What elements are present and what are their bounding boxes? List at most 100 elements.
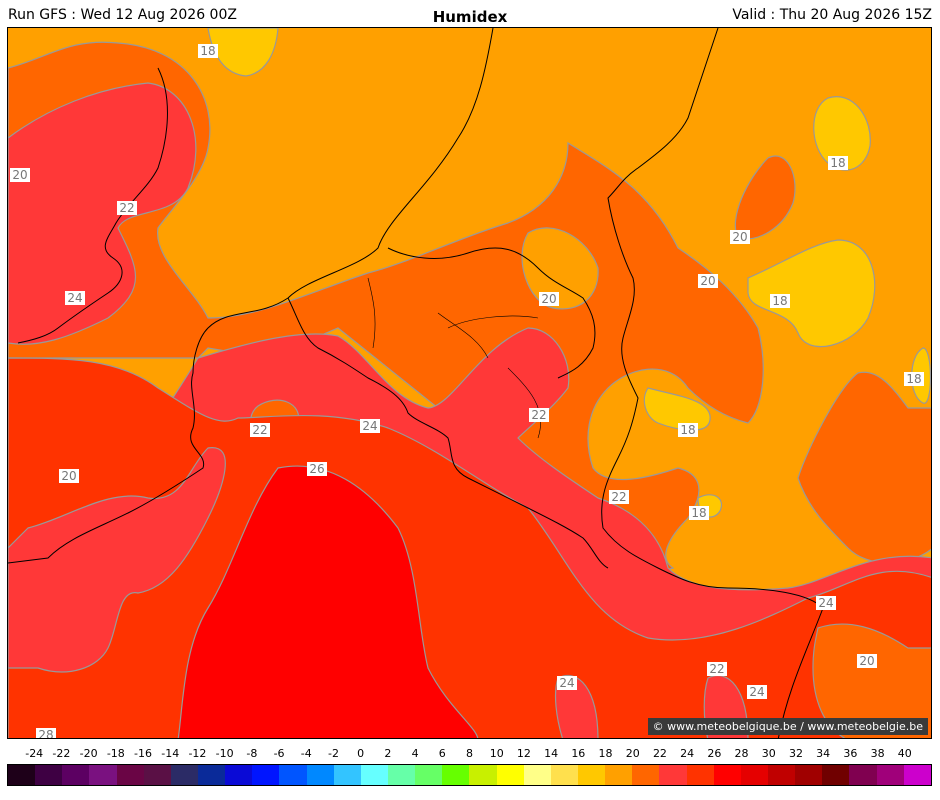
legend-swatch bbox=[605, 765, 633, 785]
legend-swatch bbox=[116, 765, 144, 785]
legend-swatch bbox=[523, 765, 551, 785]
legend-swatch bbox=[713, 765, 741, 785]
legend-swatch bbox=[496, 765, 524, 785]
svg-text:26: 26 bbox=[309, 462, 324, 476]
contour-label: 18 bbox=[904, 372, 924, 386]
contour-label: 18 bbox=[770, 294, 790, 308]
legend-swatch bbox=[550, 765, 578, 785]
legend-tick-label: -4 bbox=[300, 747, 312, 760]
zone-18-20 bbox=[521, 227, 599, 310]
border bbox=[387, 247, 596, 379]
legend-tick-label: 12 bbox=[516, 747, 531, 760]
contour-label: 24 bbox=[65, 291, 85, 305]
copyright-notice: © www.meteobelgique.be / www.meteobelgie… bbox=[647, 718, 928, 735]
contour-label: 24 bbox=[557, 676, 577, 690]
contour-label: 20 bbox=[10, 168, 30, 182]
legend-swatch bbox=[822, 765, 850, 785]
legend-swatch bbox=[225, 765, 253, 785]
svg-text:24: 24 bbox=[749, 685, 764, 699]
contour-label: 20 bbox=[698, 274, 718, 288]
contour-label: 18 bbox=[828, 156, 848, 170]
zone-20-22 bbox=[797, 371, 931, 564]
legend-swatch bbox=[8, 765, 36, 785]
contour-label: 22 bbox=[117, 201, 137, 215]
legend-swatch bbox=[89, 765, 117, 785]
svg-text:18: 18 bbox=[906, 372, 921, 386]
svg-text:20: 20 bbox=[700, 274, 715, 288]
legend-tick-label: -12 bbox=[188, 747, 207, 760]
legend-tick-label: 2 bbox=[384, 747, 392, 760]
contour-label: 18 bbox=[689, 506, 709, 520]
zone-16-18 bbox=[813, 96, 871, 171]
legend-tick-label: -24 bbox=[25, 747, 44, 760]
contour-label: 20 bbox=[857, 654, 877, 668]
svg-text:20: 20 bbox=[732, 230, 747, 244]
svg-text:18: 18 bbox=[680, 423, 695, 437]
legend-tick-label: 26 bbox=[707, 747, 722, 760]
legend-tick-label: -10 bbox=[215, 747, 234, 760]
legend-tick-label: 18 bbox=[598, 747, 613, 760]
legend-tick-label: -8 bbox=[246, 747, 258, 760]
legend-swatch bbox=[415, 765, 443, 785]
valid-time: Valid : Thu 20 Aug 2026 15Z bbox=[732, 7, 932, 23]
legend-tick-label: 28 bbox=[734, 747, 749, 760]
map-canvas: 18 18 18 18 18 18 20 20 20 20 20 20 22 2… bbox=[8, 28, 931, 739]
contour-label: 22 bbox=[609, 490, 629, 504]
svg-text:18: 18 bbox=[772, 294, 787, 308]
legend-swatch bbox=[740, 765, 768, 785]
color-scale-legend bbox=[7, 764, 932, 786]
legend-swatch bbox=[62, 765, 90, 785]
legend-tick-label: 30 bbox=[761, 747, 776, 760]
contour-label: 18 bbox=[678, 423, 698, 437]
svg-text:22: 22 bbox=[119, 201, 134, 215]
contour-label: 22 bbox=[707, 662, 727, 676]
svg-text:18: 18 bbox=[830, 156, 845, 170]
contour-label: 22 bbox=[250, 423, 270, 437]
legend-swatch bbox=[35, 765, 63, 785]
zone-26-28 bbox=[177, 465, 479, 738]
border bbox=[601, 28, 824, 738]
coastline bbox=[8, 28, 494, 564]
legend-swatch bbox=[252, 765, 280, 785]
contour-label: 26 bbox=[307, 462, 327, 476]
legend-swatch bbox=[686, 765, 714, 785]
humidex-map[interactable]: 18 18 18 18 18 18 20 20 20 20 20 20 22 2… bbox=[7, 27, 932, 739]
svg-text:24: 24 bbox=[559, 676, 574, 690]
legend-swatch bbox=[360, 765, 388, 785]
legend-tick-label: -2 bbox=[327, 747, 339, 760]
legend-swatch bbox=[333, 765, 361, 785]
legend-tick-label: 10 bbox=[489, 747, 504, 760]
svg-text:20: 20 bbox=[859, 654, 874, 668]
legend-tick-label: -16 bbox=[134, 747, 152, 760]
legend-tick-labels: -24 -22 -20 -18 -16 -14 -12 -10 -8 -6 -4 -2 0 2 4 6 8 10 1… bbox=[7, 747, 932, 761]
legend-tick-label: 20 bbox=[625, 747, 640, 760]
legend-tick-label: 0 bbox=[357, 747, 365, 760]
legend-swatch bbox=[387, 765, 416, 785]
legend-swatch bbox=[170, 765, 198, 785]
legend-swatch bbox=[876, 765, 904, 785]
svg-text:22: 22 bbox=[531, 408, 546, 422]
contour-label: 20 bbox=[59, 469, 79, 483]
legend-tick-label: 38 bbox=[870, 747, 885, 760]
contour-label: 22 bbox=[529, 408, 549, 422]
legend-tick-label: 32 bbox=[788, 747, 803, 760]
legend-swatch bbox=[795, 765, 823, 785]
svg-text:28: 28 bbox=[38, 728, 53, 739]
legend-tick-label: -20 bbox=[79, 747, 98, 760]
svg-text:22: 22 bbox=[252, 423, 267, 437]
legend-tick-label: 24 bbox=[680, 747, 695, 760]
contour-labels: 18 18 18 18 18 18 20 20 20 20 20 20 22 2… bbox=[10, 44, 924, 739]
legend-tick-label: 8 bbox=[466, 747, 473, 760]
legend-tick-label: -6 bbox=[273, 747, 285, 760]
coastline bbox=[17, 67, 168, 344]
legend-tick-label: -18 bbox=[106, 747, 125, 760]
svg-text:18: 18 bbox=[200, 44, 215, 58]
legend-tick-label: 14 bbox=[544, 747, 559, 760]
contour-label: 18 bbox=[198, 44, 218, 58]
contour-label: 24 bbox=[747, 685, 767, 699]
legend-swatch bbox=[469, 765, 497, 785]
run-info: Run GFS : Wed 12 Aug 2026 00Z bbox=[8, 7, 237, 23]
svg-text:20: 20 bbox=[12, 168, 27, 182]
zone-22-24 bbox=[8, 447, 226, 673]
legend-swatch bbox=[903, 765, 931, 785]
